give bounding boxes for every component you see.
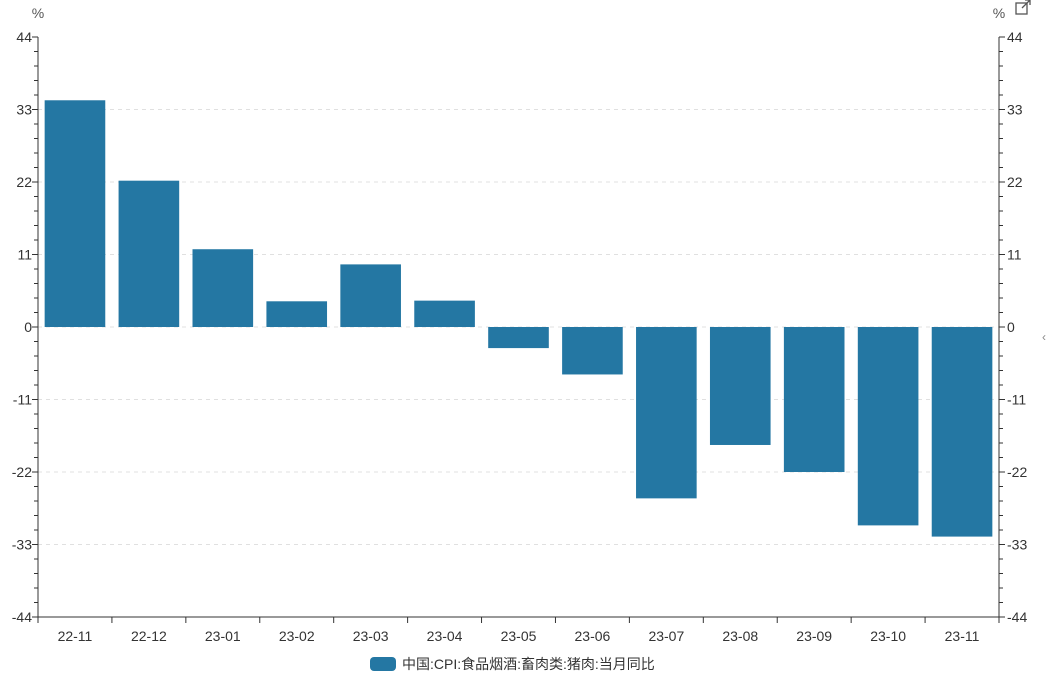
bar[interactable] (488, 327, 549, 349)
x-tick-label: 23-07 (648, 628, 684, 644)
y-tick-label-left: 0 (24, 319, 32, 335)
y-tick-label-left: 11 (17, 247, 32, 263)
bar[interactable] (44, 100, 106, 327)
bar[interactable] (783, 327, 845, 472)
y-tick-label-right: -11 (1007, 392, 1026, 408)
bar[interactable] (709, 327, 771, 445)
x-tick-label: 22-11 (58, 628, 93, 644)
x-tick-label: 23-10 (870, 628, 906, 644)
legend-swatch (370, 657, 396, 671)
legend-item[interactable]: 中国:CPI:食品烟酒:畜肉类:猪肉:当月同比 (370, 654, 655, 674)
x-tick-label: 23-02 (279, 628, 315, 644)
y-tick-label-left: 22 (16, 174, 32, 190)
x-tick-label: 23-05 (501, 628, 537, 644)
y-tick-label-right: 44 (1007, 29, 1023, 45)
x-tick-label: 23-09 (796, 628, 832, 644)
bar[interactable] (857, 327, 919, 526)
x-tick-label: 23-11 (945, 628, 980, 644)
x-tick-label: 23-08 (722, 628, 758, 644)
y-tick-label-right: -44 (1007, 609, 1027, 625)
bar[interactable] (414, 300, 475, 327)
bar[interactable] (562, 327, 623, 375)
legend-label: 中国:CPI:食品烟酒:畜肉类:猪肉:当月同比 (402, 656, 655, 672)
y-unit-right: % (993, 5, 1005, 21)
bar[interactable] (340, 264, 401, 327)
y-tick-label-right: 11 (1007, 247, 1022, 263)
chevron-left-icon[interactable]: ‹ (1042, 330, 1046, 344)
x-tick-label: 22-12 (131, 628, 167, 644)
bar[interactable] (636, 327, 697, 499)
y-tick-label-right: 22 (1007, 174, 1023, 190)
y-tick-label-left: -44 (12, 609, 32, 625)
y-unit-left: % (32, 5, 44, 21)
x-tick-label: 23-01 (205, 628, 241, 644)
bar[interactable] (931, 327, 993, 537)
y-tick-label-left: -22 (12, 464, 32, 480)
x-tick-label: 23-03 (353, 628, 389, 644)
external-link-icon[interactable] (1014, 0, 1032, 16)
y-tick-label-right: 0 (1007, 319, 1015, 335)
y-tick-label-left: 33 (16, 102, 32, 118)
y-tick-label-right: -22 (1007, 464, 1027, 480)
bar[interactable] (118, 180, 180, 327)
y-tick-label-left: 44 (16, 29, 32, 45)
x-tick-label: 23-04 (427, 628, 463, 644)
bar[interactable] (266, 301, 328, 327)
bar[interactable] (192, 249, 254, 327)
y-tick-label-right: -33 (1007, 537, 1027, 553)
x-tick-label: 23-06 (575, 628, 611, 644)
y-tick-label-right: 33 (1007, 102, 1023, 118)
y-tick-label-left: -33 (12, 537, 32, 553)
y-tick-label-left: -11 (13, 392, 32, 408)
